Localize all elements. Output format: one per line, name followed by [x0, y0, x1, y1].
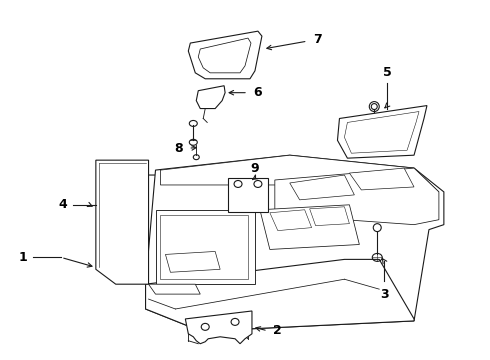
Polygon shape [161, 215, 248, 279]
Polygon shape [344, 112, 419, 153]
Polygon shape [270, 210, 312, 231]
Polygon shape [155, 210, 255, 284]
Polygon shape [185, 311, 252, 344]
Polygon shape [228, 178, 268, 212]
Polygon shape [198, 38, 251, 73]
Polygon shape [310, 207, 349, 226]
Text: 8: 8 [174, 142, 183, 155]
Text: 3: 3 [380, 288, 389, 301]
Polygon shape [188, 31, 262, 79]
Text: 2: 2 [273, 324, 282, 337]
Polygon shape [146, 260, 414, 329]
Polygon shape [161, 155, 439, 195]
Polygon shape [146, 155, 444, 329]
Polygon shape [260, 205, 359, 249]
Polygon shape [196, 86, 225, 109]
Polygon shape [166, 251, 220, 272]
Text: 7: 7 [313, 33, 322, 46]
Text: 4: 4 [59, 198, 68, 211]
Text: 6: 6 [254, 86, 262, 99]
Text: 9: 9 [250, 162, 259, 175]
Text: 1: 1 [19, 251, 27, 264]
Polygon shape [349, 168, 414, 190]
Polygon shape [96, 160, 148, 284]
Polygon shape [275, 168, 439, 225]
Polygon shape [148, 284, 200, 294]
Text: 5: 5 [383, 66, 392, 79]
Polygon shape [101, 175, 379, 284]
Polygon shape [338, 105, 427, 158]
Polygon shape [290, 175, 354, 200]
